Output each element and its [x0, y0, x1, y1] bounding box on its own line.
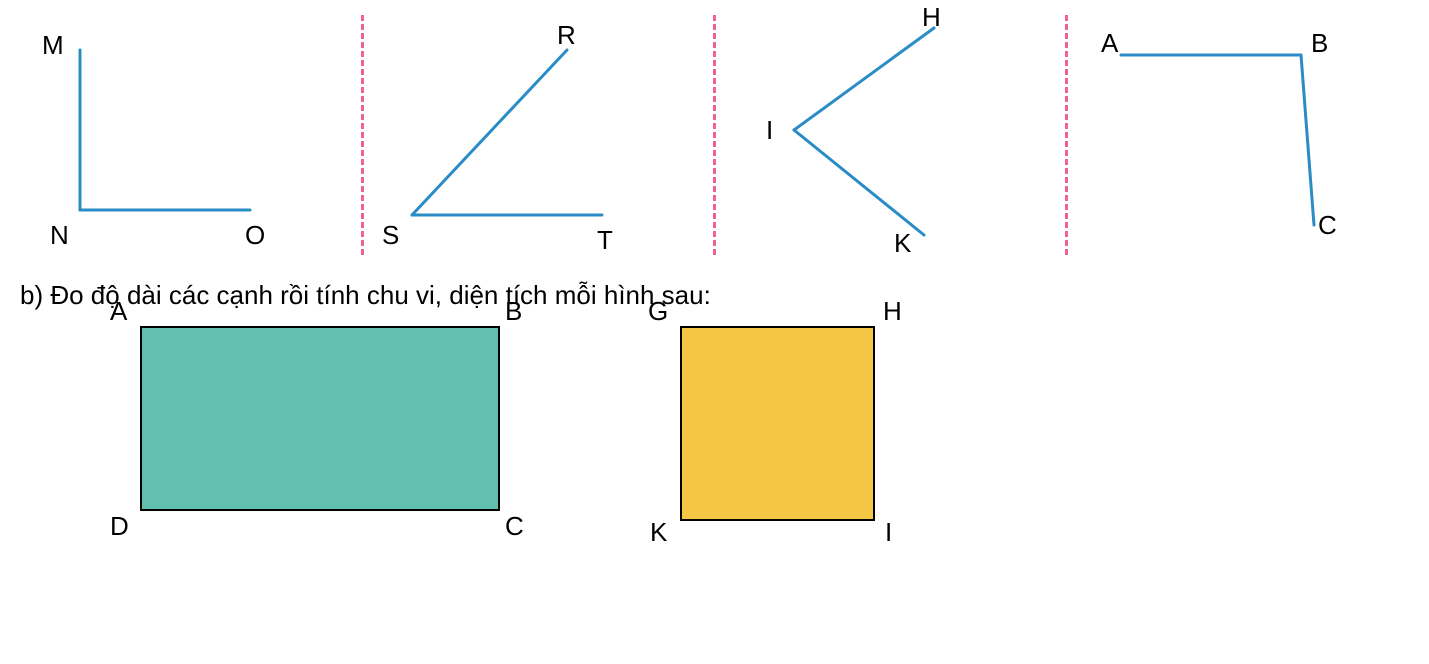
rect-label-C: C	[505, 511, 524, 542]
sq-label-G: G	[648, 296, 668, 327]
label-B: B	[1311, 28, 1328, 59]
sq-label-K: K	[650, 517, 667, 548]
angle-cell-3: H I K	[724, 10, 1057, 260]
divider-3	[1065, 15, 1068, 255]
rect-label-A: A	[110, 296, 127, 327]
label-O: O	[245, 220, 265, 251]
angle-cell-2: R S T	[372, 10, 705, 260]
angle-cell-4: A B C	[1076, 10, 1409, 260]
line-SR	[412, 50, 567, 215]
label-A: A	[1101, 28, 1118, 59]
question-b-text: b) Đo độ dài các cạnh rồi tính chu vi, d…	[20, 280, 1409, 311]
label-K: K	[894, 228, 911, 259]
square-GHIK	[680, 326, 875, 521]
rectangle-wrap: A B C D	[140, 326, 500, 521]
rectangle-ABCD	[140, 326, 500, 511]
shapes-row: A B C D G H I K	[20, 326, 1409, 521]
square-wrap: G H I K	[680, 326, 875, 521]
divider-2	[713, 15, 716, 255]
angles-row: M N O R S T H I K A B C	[20, 10, 1409, 260]
sq-label-I: I	[885, 517, 892, 548]
label-M: M	[42, 30, 64, 61]
label-S: S	[382, 220, 399, 251]
label-N: N	[50, 220, 69, 251]
rect-label-D: D	[110, 511, 129, 542]
sq-label-H: H	[883, 296, 902, 327]
label-I: I	[766, 115, 773, 146]
label-R: R	[557, 20, 576, 51]
line-IK	[794, 130, 924, 235]
line-BC	[1301, 55, 1314, 225]
rect-label-B: B	[505, 296, 522, 327]
label-H: H	[922, 2, 941, 33]
label-T: T	[597, 225, 613, 256]
divider-1	[361, 15, 364, 255]
line-IH	[794, 28, 934, 130]
angle-cell-1: M N O	[20, 10, 353, 260]
label-C2: C	[1318, 210, 1337, 241]
angle-RST-svg	[372, 10, 652, 260]
